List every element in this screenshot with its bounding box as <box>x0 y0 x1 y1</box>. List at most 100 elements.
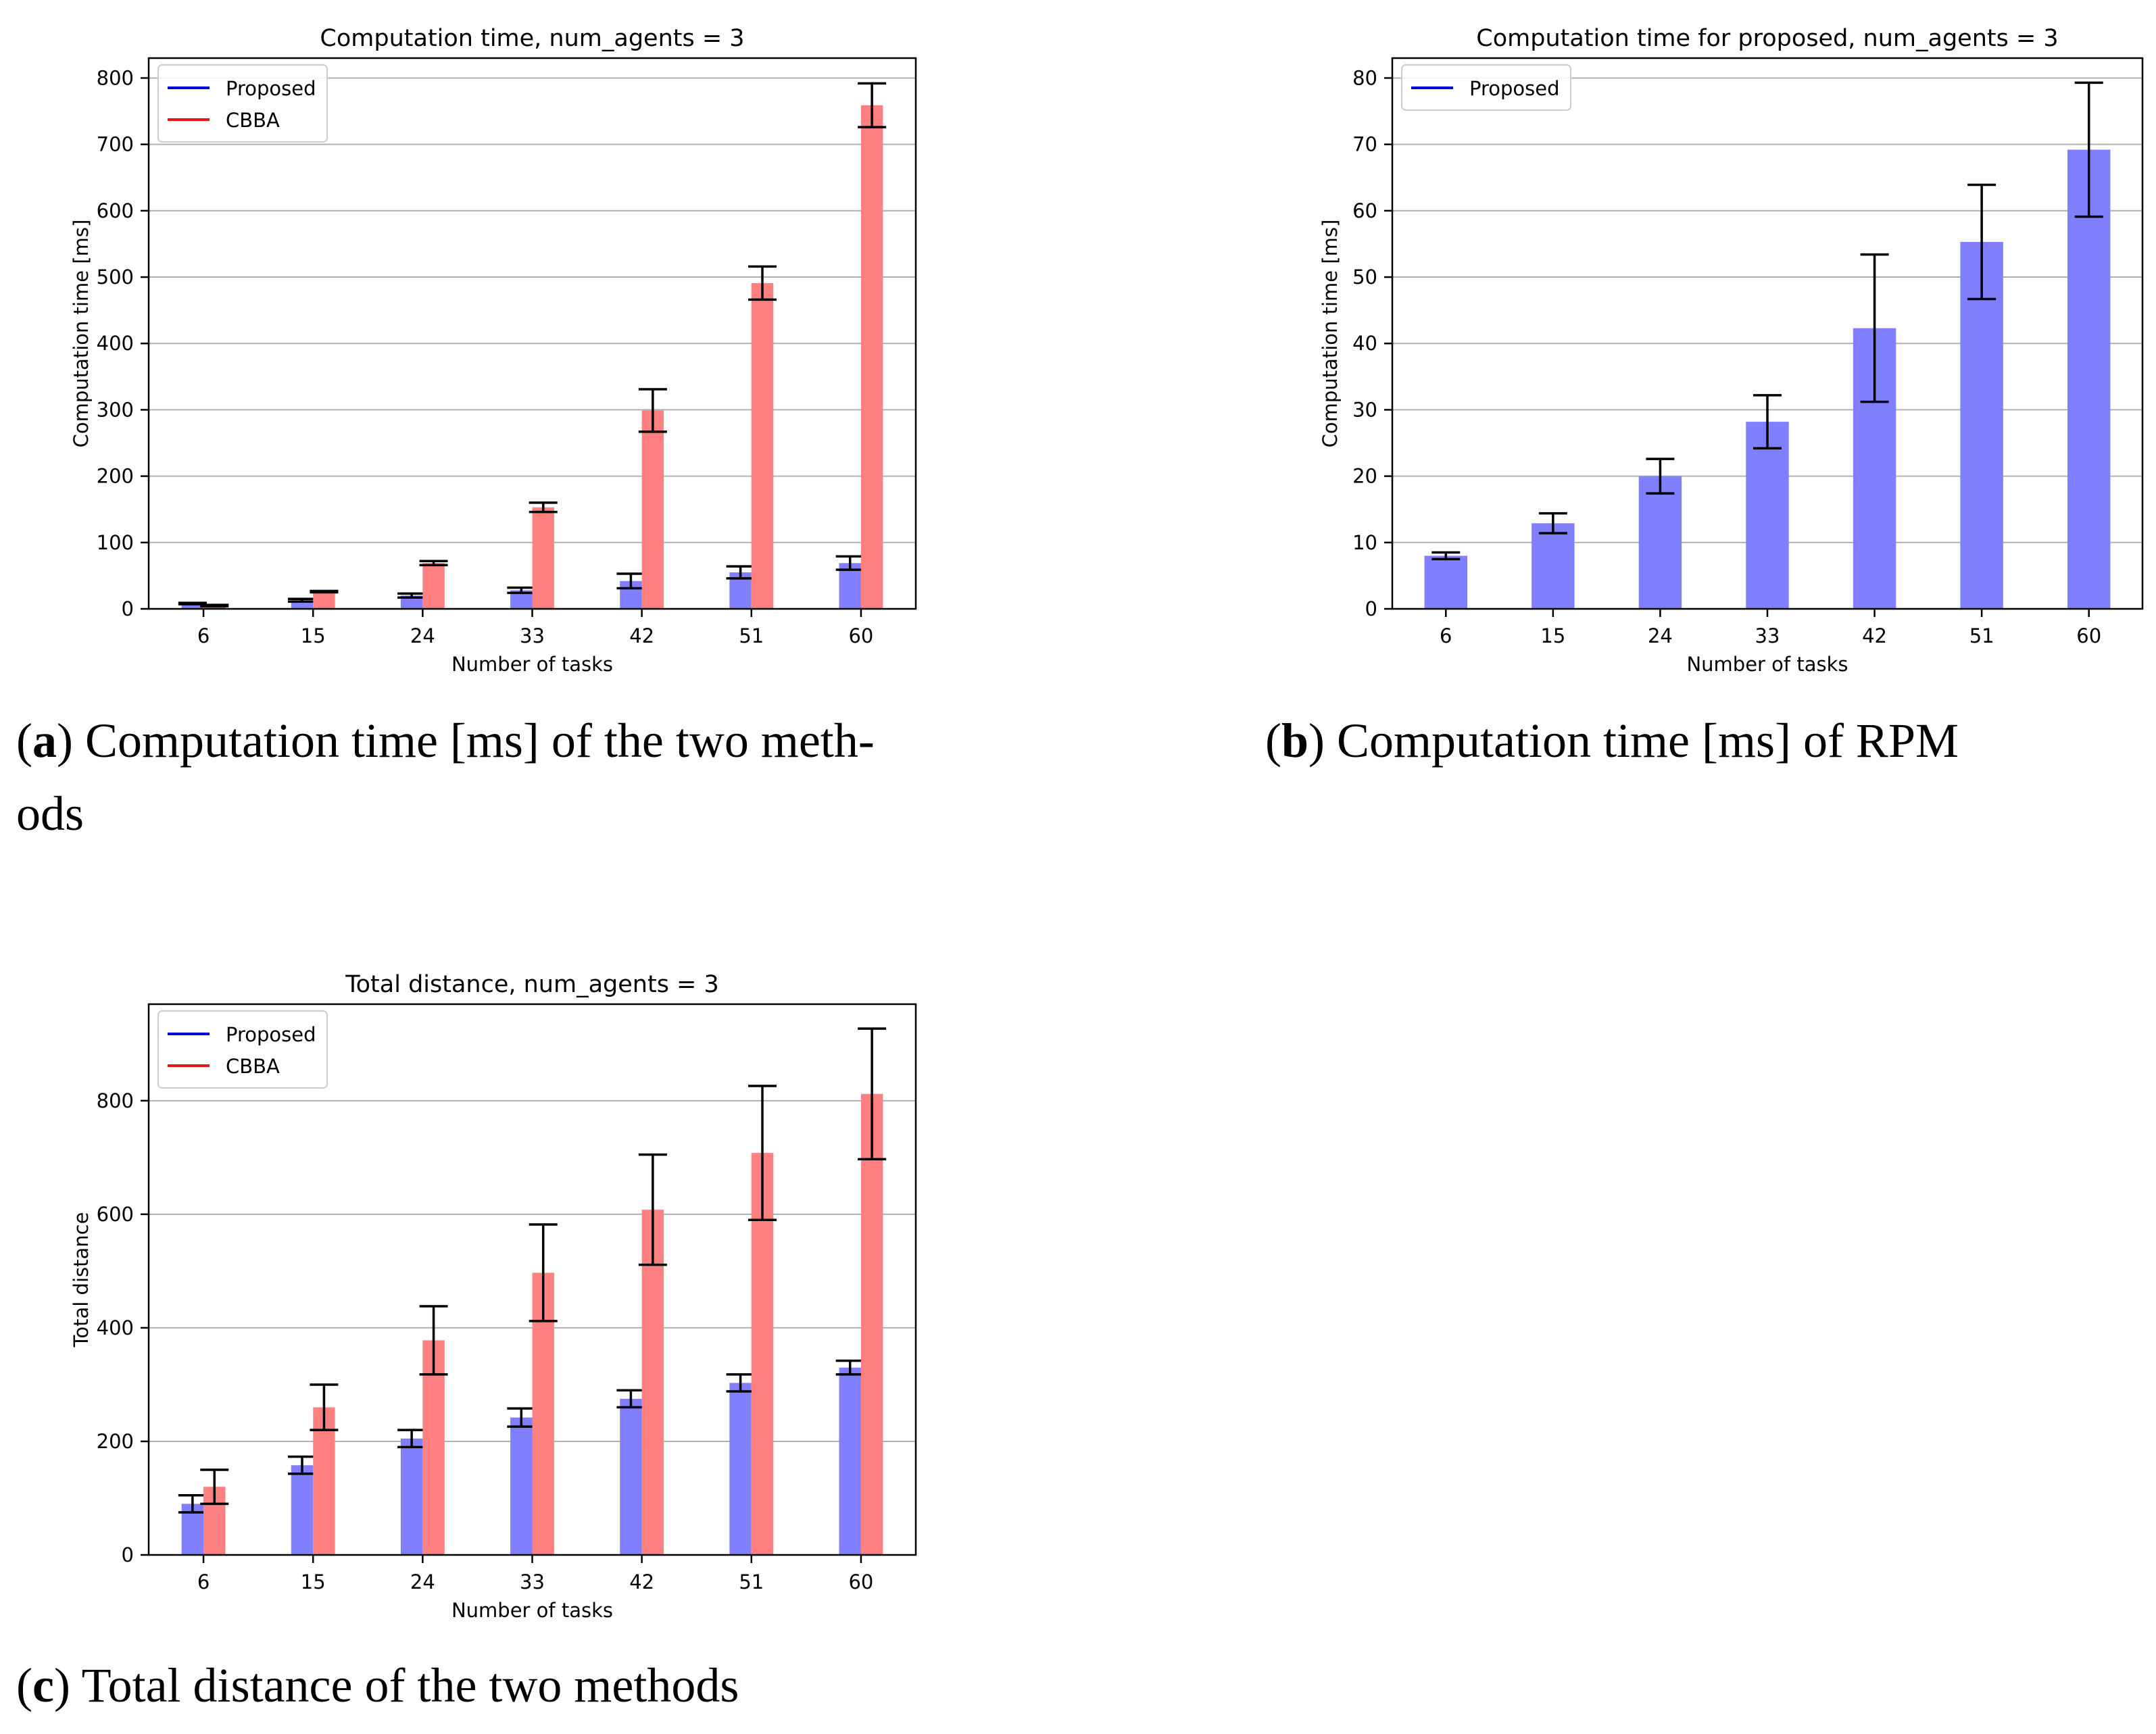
bar <box>729 1383 752 1555</box>
y-tick-label: 100 <box>97 531 134 554</box>
error-bar <box>858 1027 887 1161</box>
error-bar <box>726 565 755 580</box>
x-tick-label: 60 <box>848 1570 873 1593</box>
bar <box>860 105 883 610</box>
error-bar <box>835 555 864 571</box>
legend: Proposed CBBA <box>157 64 328 143</box>
bar <box>2067 149 2111 609</box>
caption-c-text: Total distance of the two methods <box>81 1658 739 1712</box>
error-bar <box>1646 457 1675 495</box>
x-tick-label: 60 <box>2076 624 2101 647</box>
y-tick-label: 20 <box>1352 465 1377 488</box>
x-tick-label: 6 <box>1440 624 1452 647</box>
y-axis-label: Computation time [ms] <box>70 220 93 448</box>
caption-a-text: Computation time [ms] of the two meth- <box>84 714 875 768</box>
y-tick-label: 0 <box>122 597 134 620</box>
chart-panel-a: 0 100 200 300 400 500 600 700 800 6 15 24 33 42 51 60 Co… <box>27 14 933 689</box>
error-bar <box>616 572 645 590</box>
bar <box>751 282 774 609</box>
legend-label: Proposed <box>1469 77 1560 100</box>
caption-a-text-2: ods <box>16 787 84 841</box>
x-tick-label: 42 <box>1862 624 1887 647</box>
y-tick-label: 800 <box>97 66 134 89</box>
error-bar <box>310 1383 339 1431</box>
x-tick-label: 24 <box>410 624 435 647</box>
y-tick-label: 40 <box>1352 332 1377 355</box>
y-tick-label: 80 <box>1352 66 1377 89</box>
error-bar <box>200 1468 229 1506</box>
x-tick-label: 24 <box>410 1570 435 1593</box>
error-bar <box>858 82 887 128</box>
x-tick-label: 51 <box>1969 624 1994 647</box>
legend: Proposed CBBA <box>157 1010 328 1089</box>
x-tick-label: 15 <box>301 624 326 647</box>
error-bar <box>638 388 667 433</box>
bar <box>839 1367 861 1555</box>
y-axis-label: Total distance <box>70 1212 93 1348</box>
y-tick-label: 500 <box>97 266 134 289</box>
error-bar <box>1753 394 1782 450</box>
legend-label: Proposed <box>226 1023 316 1046</box>
caption-c: (c) Total distance of the two methods <box>16 1658 739 1712</box>
bar <box>641 1210 664 1555</box>
legend-frame <box>157 64 328 143</box>
caption-b-text: Computation time [ms] of RPM <box>1337 714 1959 768</box>
series-cbba <box>200 1027 887 1555</box>
error-bar <box>748 1085 777 1222</box>
bar <box>1960 241 2003 609</box>
bar <box>532 507 554 609</box>
x-tick-label: 42 <box>629 624 654 647</box>
legend-frame <box>1401 64 1571 111</box>
error-bar <box>288 1455 316 1475</box>
grid <box>149 77 916 543</box>
y-tick-label: 60 <box>1352 199 1377 222</box>
x-tick-label: 24 <box>1648 624 1673 647</box>
error-bar <box>1431 551 1461 561</box>
y-tick-label: 200 <box>97 1430 134 1453</box>
caption-a: (a) Computation time [ms] of the two met… <box>16 714 875 768</box>
x-axis-label: Number of tasks <box>451 653 613 676</box>
error-bar <box>616 1389 645 1409</box>
x-tick-label: 6 <box>197 624 210 647</box>
series-proposed <box>178 1359 864 1555</box>
bar <box>510 1417 533 1555</box>
y-tick-label: 800 <box>97 1089 134 1112</box>
caption-a-label: a <box>32 714 57 768</box>
bar <box>422 1340 445 1555</box>
x-axis-label: Number of tasks <box>451 1599 613 1622</box>
bar <box>1532 523 1575 609</box>
bar <box>400 595 423 609</box>
x-tick-label: 6 <box>197 1570 210 1593</box>
caption-b-label: b <box>1281 714 1309 768</box>
error-bar <box>726 1373 755 1393</box>
bar <box>1638 476 1682 609</box>
y-tick-label: 400 <box>97 1316 134 1339</box>
error-bar <box>288 597 316 603</box>
error-bar <box>529 1223 558 1322</box>
y-tick-label: 70 <box>1352 133 1377 156</box>
legend-frame <box>157 1010 328 1089</box>
y-tick-label: 0 <box>122 1543 134 1566</box>
y-tick-label: 50 <box>1352 266 1377 289</box>
bar <box>641 410 664 609</box>
chart-computation-time-proposed: 0 10 20 30 40 50 60 70 80 6 15 24 33 42 51 60 Computatio… <box>1319 25 2144 676</box>
x-tick-label: 15 <box>1540 624 1565 647</box>
y-tick-label: 400 <box>97 332 134 355</box>
error-bar <box>2074 81 2103 218</box>
chart-panel-b: 0 10 20 30 40 50 60 70 80 6 15 24 33 42 51 60 Computatio… <box>1250 14 2156 689</box>
bar <box>1424 555 1467 609</box>
bar <box>313 1407 335 1555</box>
x-tick-label: 33 <box>520 1570 545 1593</box>
error-bar <box>200 603 229 608</box>
error-bar <box>178 1494 207 1514</box>
error-bar <box>419 560 448 566</box>
chart-title: Total distance, num_agents = 3 <box>345 971 719 998</box>
legend: Proposed <box>1401 64 1571 111</box>
caption-b: (b) Computation time [ms] of RPM <box>1265 714 1959 768</box>
x-tick-label: 15 <box>301 1570 326 1593</box>
legend-label: CBBA <box>226 109 280 132</box>
chart-panel-c: 0 200 400 600 800 6 15 24 33 42 51 60 Total distance… <box>27 960 933 1635</box>
error-bar <box>397 592 426 599</box>
bar <box>422 563 445 609</box>
error-bar <box>1860 253 1889 403</box>
